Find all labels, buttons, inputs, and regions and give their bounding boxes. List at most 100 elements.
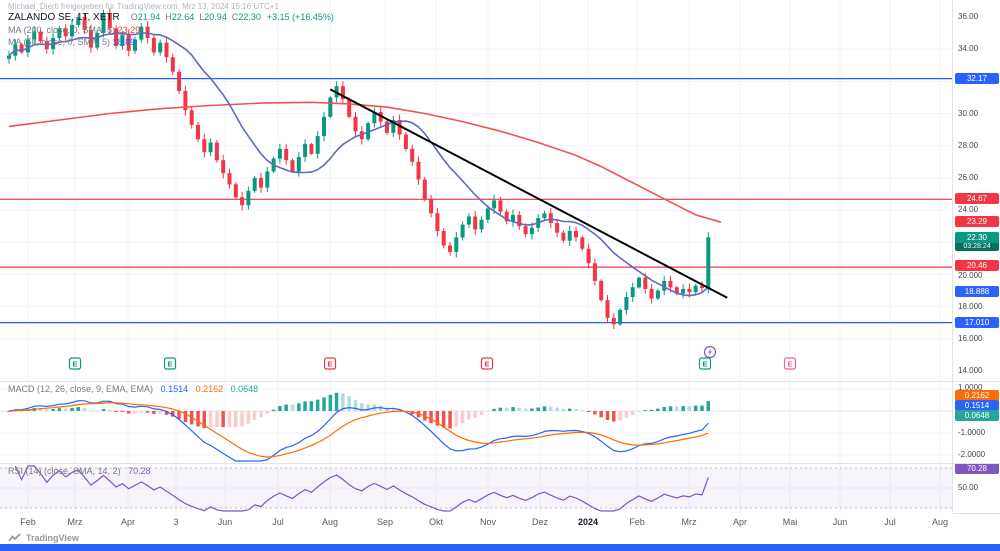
earnings-marker[interactable]: E [480,357,494,370]
ma200-line[interactable] [8,101,722,223]
time-axis-tick: Jul [272,517,284,527]
time-axis-tick: Feb [629,517,645,527]
open-value: 21.94 [137,12,161,22]
macd-axis-label: -1.0000 [958,428,986,437]
time-axis-tick: Feb [20,517,36,527]
price-axis-badge: 32.17 [955,73,999,84]
high-value: 22.64 [171,12,195,22]
macd-axis-badge: 0.0648 [955,410,999,421]
price-axis-label: 20.000 [958,271,983,280]
macd-axis-badge: 0.1514 [955,400,999,411]
svg-text:E: E [167,360,172,369]
high-label: H [165,12,172,22]
bottom-accent-bar [0,544,1000,551]
rsi-legend[interactable]: RSI (14) (close, SMA, 14, 2) 70.28 [8,466,151,476]
macd-signal-value: 0.2162 [195,384,224,394]
time-axis-tick: Jun [217,517,233,527]
macd-histogram[interactable] [7,392,710,429]
rsi-axis-badge: 70.28 [955,463,999,474]
footer: TradingView [8,532,79,544]
price-axis-label: 24.00 [958,205,979,214]
pane-separator-rsi[interactable] [0,463,1000,464]
trendline[interactable] [329,88,728,299]
svg-text:E: E [484,360,489,369]
symbol-title[interactable]: ZALANDO SE, 1T, XETR [8,12,120,23]
time-axis-tick: Apr [120,517,136,527]
svg-text:E: E [702,360,707,369]
time-axis-tick: Jul [884,517,896,527]
price-axis-label: 16.000 [958,334,983,343]
macd-label: MACD (12, 26, close, 9, EMA, EMA) [8,384,154,394]
ma200-value: 23.29 [117,25,141,35]
macd-axis-badge: 0.2162 [955,390,999,401]
macd-hist-value: 0.0648 [230,384,259,394]
ma50-legend[interactable]: MA (50, close, 0, SMA, 5) 18.89 [8,37,135,47]
candles[interactable] [7,8,711,329]
ma200-legend[interactable]: MA (200, close, 0, SMA, 5) 23.29 [8,25,140,35]
time-axis-tick: Dez [531,517,549,527]
earnings-marker[interactable]: E [783,357,797,370]
macd-axis-label: 1.0000 [958,383,983,392]
time-axis-tick: Nov [479,517,497,527]
rsi-label: RSI (14) (close, SMA, 14, 2) [8,466,121,476]
time-axis-tick: 3 [173,517,179,527]
publish-attribution: Michael_Dierti freigegeben für TradingVi… [8,2,279,11]
ma200-label: MA (200, close, 0, SMA, 5) [8,25,116,35]
time-axis-tick: Apr [732,517,748,527]
price-axis-badge: 17.010 [955,317,999,328]
time-axis-tick: Okt [428,517,444,527]
time-axis-tick: Aug [931,517,949,527]
price-axis-label: 28.00 [958,141,979,150]
price-axis-label: 30.00 [958,109,979,118]
price-axis-badge: 20.46 [955,260,999,271]
flash-event-marker[interactable] [703,345,717,359]
time-axis-tick: Mrz [67,517,83,527]
ma50-value: 18.89 [112,37,136,47]
svg-text:E: E [72,360,77,369]
low-label: L [199,12,205,22]
rsi-axis-label: 50.00 [958,483,979,492]
ma50-line[interactable] [8,32,709,297]
change-value: +3.15 (+16.45%) [266,12,334,22]
price-axis[interactable]: 36.00 34.00 30.00 28.00 26.00 24.00 20.000 18.0… [952,0,1000,513]
last-price-badge: 22.30 03:28:24 [955,232,999,251]
time-axis-tick: Aug [321,517,339,527]
price-axis-badge: 23.29 [955,216,999,227]
tradingview-wordmark[interactable]: TradingView [26,533,79,543]
macd-value: 0.1514 [160,384,189,394]
macd-line[interactable] [8,400,709,462]
ma50-label: MA (50, close, 0, SMA, 5) [8,37,111,47]
macd-legend[interactable]: MACD (12, 26, close, 9, EMA, EMA) 0.1514… [8,384,258,394]
price-axis-badge: 18.888 [955,286,999,297]
open-label: O [130,12,138,22]
close-label: C [231,12,239,22]
price-axis-label: 34.00 [958,44,979,53]
tradingview-logo-icon[interactable] [8,533,22,543]
last-price-value: 22.30 [955,232,999,243]
time-axis-tick: Mrz [681,517,697,527]
price-axis-badge: 24.67 [955,193,999,204]
time-axis-tick: Mai [782,517,798,527]
earnings-marker[interactable]: E [68,357,82,370]
macd-axis-label: -2.0000 [958,450,986,459]
pane-separator-macd[interactable] [0,381,1000,382]
rsi-line[interactable] [14,465,709,512]
time-axis-tick: Sep [376,517,394,527]
price-axis-label: 36.00 [958,12,979,21]
earnings-marker[interactable]: E [163,357,177,370]
symbol-legend[interactable]: ZALANDO SE, 1T, XETR O21.94 H22.64 L20.94 C2… [8,12,334,23]
earnings-marker[interactable]: E [698,357,712,370]
price-axis-label: 14.000 [958,366,983,375]
low-value: 20.94 [204,12,227,22]
macd-signal-line[interactable] [8,402,709,458]
svg-text:E: E [787,360,792,369]
earnings-marker[interactable]: E [323,357,337,370]
time-axis-tick: Jun [832,517,848,527]
rsi-value: 70.28 [128,466,151,476]
svg-text:E: E [327,360,332,369]
price-axis-label: 26.00 [958,173,979,182]
bar-countdown: 03:28:24 [955,243,999,251]
time-axis[interactable]: Feb Mrz Apr 3 Jun Jul Aug Sep Okt Nov Dez 2024 Feb Mr… [0,513,952,533]
